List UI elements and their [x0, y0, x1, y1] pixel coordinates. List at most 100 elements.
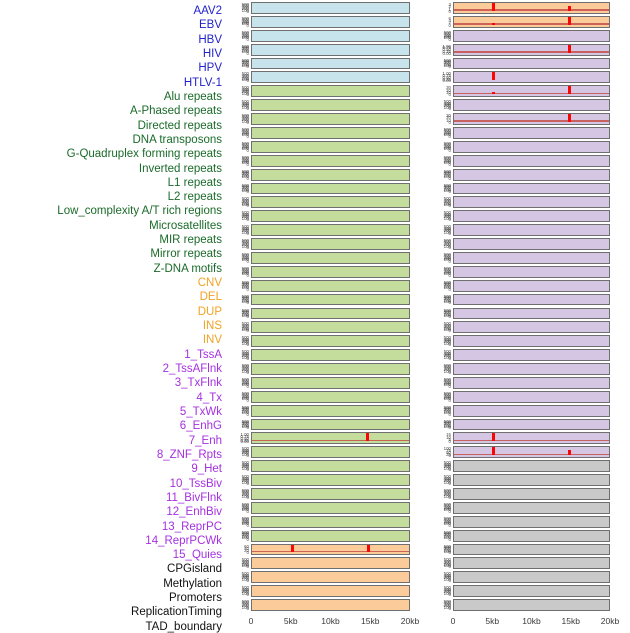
row-label: L2 repeats	[167, 191, 222, 204]
y-axis-tick: 400	[241, 100, 249, 106]
y-axis-tick: 300	[443, 365, 451, 371]
y-axis-tick: 60	[244, 543, 249, 549]
y-axis-tick: 0	[448, 300, 451, 306]
y-axis-tick: 0	[448, 244, 451, 250]
y-axis-tick: 400	[241, 378, 249, 384]
y-axis-tick: 500	[241, 404, 249, 410]
y-axis-tick: 500	[443, 238, 451, 244]
track-spike	[567, 6, 571, 11]
track-spike	[567, 44, 571, 53]
y-axis-tick: 400	[241, 156, 249, 162]
y-axis: 500 400 300 200 100 0	[430, 320, 452, 334]
y-axis-tick: 100	[241, 76, 249, 82]
y-axis-tick: 100	[241, 243, 249, 249]
y-axis-tick: 200	[443, 186, 451, 192]
y-axis-tick: 400	[241, 600, 249, 606]
track-row: 500 400 300 200 100 0	[430, 418, 630, 432]
track-plot	[251, 43, 410, 56]
y-axis-tick: 300	[241, 324, 249, 330]
y-axis-tick: 400	[241, 17, 249, 23]
track-row: 500 400 300 200 100 0	[430, 98, 630, 112]
y-axis-tick: 300	[443, 240, 451, 246]
y-axis-tick: 500	[443, 376, 451, 382]
track-row: 500 400 300 200 100 0	[430, 307, 630, 321]
y-axis-tick: 400	[241, 475, 249, 481]
track-plot	[453, 307, 610, 320]
y-axis-tick: 100	[241, 590, 249, 596]
row-label: 1_TssA	[184, 348, 222, 361]
track-row: 500 400 300 200 100 0	[430, 376, 630, 390]
y-axis-tick: 400	[241, 308, 249, 314]
y-axis-tick: 100	[443, 35, 451, 41]
y-axis-tick: 300	[241, 296, 249, 302]
y-axis-tick: 300	[241, 46, 249, 52]
track-plot	[251, 251, 410, 264]
row-label: 14_ReprPCWk	[145, 534, 222, 547]
y-axis-tick: 400	[443, 517, 451, 523]
track-row: 500 400 300 200 100 0	[228, 501, 430, 515]
y-axis-tick: 500	[443, 279, 451, 285]
track-row: 500 400 300 200 100 0	[430, 362, 630, 376]
y-axis-tick: 100	[443, 63, 451, 69]
y-axis-tick: 500	[241, 140, 249, 146]
y-axis-tick: 500	[443, 224, 451, 230]
x-axis-tick: 0	[450, 616, 456, 626]
y-axis-tick: 100	[443, 201, 451, 207]
y-axis-tick: 200	[443, 103, 451, 109]
y-axis-tick: 100	[241, 118, 249, 124]
y-axis-tick: 300	[443, 268, 451, 274]
y-axis-tick: 0	[448, 397, 451, 403]
y-axis-tick: 0	[246, 258, 249, 264]
track-plot	[453, 210, 610, 223]
y-axis-tick: 500	[241, 85, 249, 91]
y-axis-tick: 200	[241, 367, 249, 373]
y-axis: 500 400 300 200 100 0	[228, 154, 250, 168]
y-axis-tick: 100	[241, 160, 249, 166]
x-axis-tick: 10kb	[522, 616, 541, 626]
y-axis-tick: 500	[443, 265, 451, 271]
y-axis-tick: 100	[443, 326, 451, 332]
track-row: 500 400 300 200 100 0	[430, 320, 630, 334]
y-axis-tick: 300	[241, 518, 249, 524]
x-axis-tick: 15kb	[361, 616, 380, 626]
y-axis-tick: 400	[443, 294, 451, 300]
y-axis-tick: 400	[443, 142, 451, 148]
y-axis-tick: 0	[448, 536, 451, 542]
y-axis-tick: 400	[443, 336, 451, 342]
track-row: 500 400 300 200 100 0	[430, 487, 630, 501]
y-axis: 500 400 300 200 100 0	[228, 293, 250, 307]
track-plot	[453, 571, 610, 584]
y-axis-tick: 400	[241, 406, 249, 412]
y-axis-tick: 300	[241, 129, 249, 135]
y-axis-tick: 0	[246, 328, 249, 334]
y-axis-tick: 100	[241, 562, 249, 568]
y-axis-tick: 100	[241, 313, 249, 318]
y-axis-tick: 0.75	[442, 45, 451, 51]
y-axis: 500 400 300 200 100 0	[430, 237, 452, 251]
track-plot	[453, 349, 610, 362]
track-spike	[492, 3, 496, 11]
y-axis-tick: 500	[443, 321, 451, 327]
y-axis-tick: 500	[443, 599, 451, 605]
y-axis-tick: 200	[241, 33, 249, 39]
track-row: 1.00 0.75 0.50 0.25 0.00	[228, 431, 430, 445]
y-axis-tick: 500	[241, 529, 249, 535]
y-axis-tick: 500	[443, 99, 451, 105]
y-axis-tick: 400	[241, 45, 249, 51]
y-axis: 500 400 300 200 100 0	[430, 570, 452, 584]
track-row: 100 75 50 25 0	[430, 445, 630, 459]
y-axis: 500 400 300 200 100 0	[228, 445, 250, 459]
y-axis-tick: 30	[446, 85, 451, 91]
y-axis: 500 400 300 200 100 0	[430, 404, 452, 418]
y-axis-tick: 300	[443, 157, 451, 163]
track-baseline	[454, 120, 609, 122]
y-axis-tick: 500	[443, 460, 451, 466]
track-row: 500 400 300 200 100 0	[228, 140, 430, 154]
y-axis-tick: 500	[241, 349, 249, 355]
y-axis-tick: 100	[443, 465, 451, 471]
row-label: 10_TssBiv	[169, 477, 222, 490]
y-axis-tick: 500	[443, 557, 451, 563]
y-axis: 500 400 300 200 100 0	[430, 265, 452, 279]
track-plot	[251, 57, 410, 70]
